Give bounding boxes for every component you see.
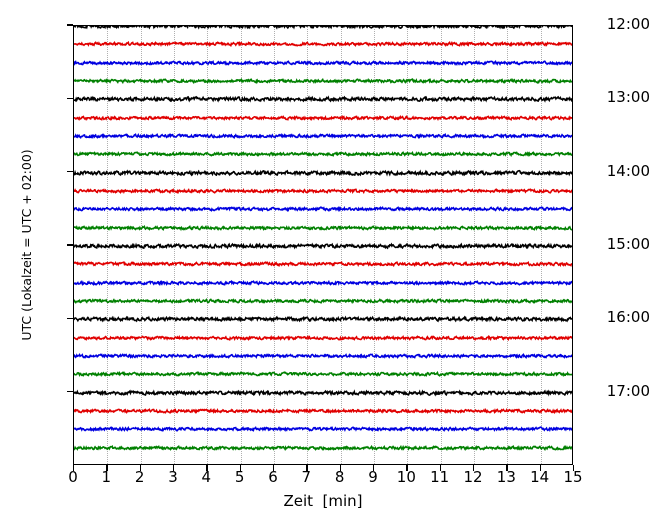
x-tick-mark: [239, 465, 241, 471]
y-tick-mark: [67, 391, 73, 393]
x-tick-label: 7: [301, 468, 312, 486]
x-tick-mark: [339, 465, 341, 471]
y-tick-label: 16:00: [606, 308, 650, 327]
trace-1730: [74, 422, 572, 436]
trace-1715: [74, 404, 572, 418]
x-tick-label: 1: [101, 468, 112, 486]
x-tick-label: 8: [334, 468, 345, 486]
y-tick-label: 13:00: [606, 88, 650, 107]
trace-1645: [74, 367, 572, 381]
y-tick-mark: [67, 97, 73, 99]
x-tick-mark: [539, 465, 541, 471]
x-tick-label: 11: [430, 468, 450, 486]
x-tick-label: 6: [268, 468, 278, 486]
x-tick-mark: [73, 465, 75, 471]
x-tick-label: 10: [396, 468, 416, 486]
trace-1515: [74, 257, 572, 271]
trace-1415: [74, 184, 572, 198]
x-tick-mark: [473, 465, 475, 471]
trace-1230: [74, 56, 572, 70]
trace-1500: [74, 239, 572, 253]
x-tick-mark: [173, 465, 175, 471]
x-tick-label: 15: [563, 468, 583, 486]
x-tick-mark: [273, 465, 275, 471]
trace-1700: [74, 386, 572, 400]
x-tick-mark: [106, 465, 108, 471]
x-tick-mark: [573, 465, 575, 471]
trace-1345: [74, 147, 572, 161]
trace-1630: [74, 349, 572, 363]
trace-1200: [74, 25, 572, 33]
trace-1445: [74, 221, 572, 235]
gridline-vertical: [107, 26, 109, 464]
data-traces: [74, 26, 572, 464]
y-tick-label: 17:00: [606, 381, 650, 400]
y-tick-label: 15:00: [606, 235, 650, 253]
x-tick-label: 12: [463, 468, 483, 486]
trace-1245: [74, 74, 572, 88]
y-tick-label: 14:00: [606, 161, 650, 180]
trace-1545: [74, 294, 572, 308]
x-tick-label: 3: [168, 468, 178, 486]
trace-1330: [74, 129, 572, 143]
y-tick-mark: [67, 244, 73, 246]
y-tick-mark: [67, 24, 73, 26]
trace-1430: [74, 202, 572, 216]
trace-1615: [74, 331, 572, 345]
trace-1300: [74, 92, 572, 106]
x-tick-mark: [306, 465, 308, 471]
gridline-vertical: [140, 26, 143, 464]
trace-1745: [74, 441, 572, 455]
trace-1600: [74, 312, 572, 326]
y-tick-label: 12:00: [606, 15, 650, 33]
x-tick-label: 13: [496, 468, 516, 486]
trace-1315: [74, 111, 572, 125]
x-tick-label: 9: [368, 468, 378, 486]
trace-1530: [74, 276, 572, 290]
x-tick-mark: [439, 465, 441, 471]
gridline-vertical: [207, 26, 209, 464]
x-tick-mark: [506, 465, 508, 471]
x-axis-label: Zeit [min]: [283, 492, 363, 510]
x-tick-label: 14: [530, 468, 550, 486]
trace-1400: [74, 166, 572, 180]
x-tick-label: 5: [234, 468, 245, 486]
x-tick-mark: [206, 465, 208, 471]
gridline-vertical: [274, 26, 276, 464]
x-tick-label: 0: [68, 468, 78, 486]
y-tick-mark: [67, 317, 73, 319]
x-tick-mark: [373, 465, 375, 471]
x-tick-label: 4: [201, 468, 212, 486]
y-axis-label: UTC (Lokalzeit = UTC + 02:00): [19, 149, 34, 341]
x-tick-mark: [139, 465, 141, 471]
plot-area: [73, 25, 573, 465]
x-tick-mark: [406, 465, 408, 471]
trace-1215: [74, 37, 572, 51]
y-tick-mark: [67, 171, 73, 173]
x-tick-label: 2: [134, 468, 145, 486]
